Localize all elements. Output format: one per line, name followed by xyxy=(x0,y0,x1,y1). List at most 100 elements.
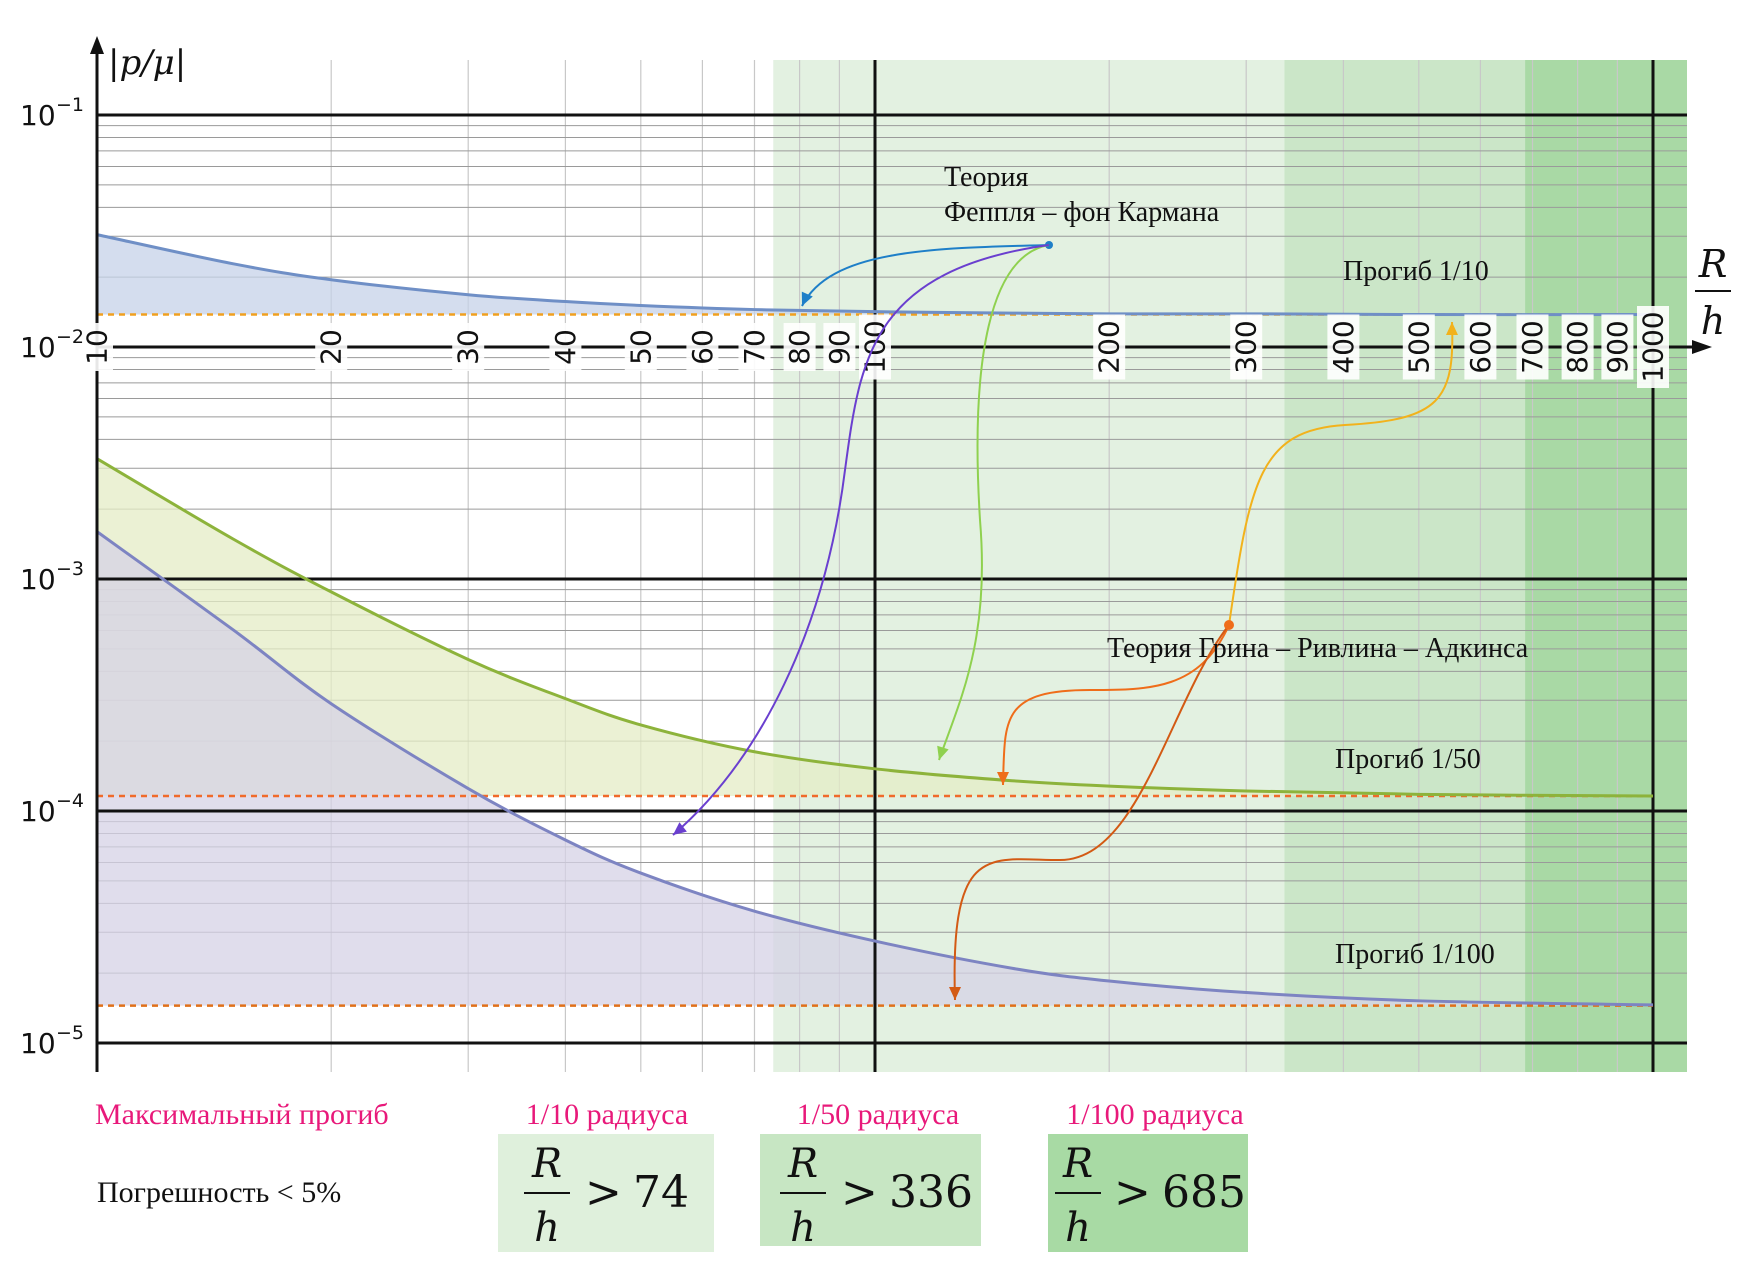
arrow-gra-1-10 xyxy=(1228,321,1454,626)
x-tick-label: 10 xyxy=(81,329,114,365)
summary-box-1-10: 1/10 радиуса R h > 74 xyxy=(498,1098,714,1252)
summary-box-rel: > xyxy=(1114,1167,1151,1218)
x-tick-bg xyxy=(1464,314,1497,380)
deflection-label-1-50: Прогиб 1/50 xyxy=(1335,744,1481,775)
arrow-gra-1-50 xyxy=(1002,624,1230,786)
fk-theory-label-line1: Теория xyxy=(944,162,1028,193)
series-fill-0 xyxy=(97,234,1653,315)
grid xyxy=(96,60,1687,1072)
summary-box-value: 336 xyxy=(889,1167,973,1218)
x-tick-bg xyxy=(452,323,485,371)
summary-box-1-100: 1/100 радиуса R h > 685 xyxy=(1048,1098,1248,1252)
chart-labels: Теория Феппля – фон Кармана Теория Грина… xyxy=(944,162,1529,970)
summary-box-den: h xyxy=(534,1205,560,1251)
x-axis-arrow xyxy=(1692,340,1712,354)
x-tick-label: 70 xyxy=(738,329,771,365)
x-tick-label: 700 xyxy=(1516,320,1549,373)
summary-box-den: h xyxy=(790,1205,816,1251)
y-tick-label-base: 10 xyxy=(20,563,56,596)
decade-lines xyxy=(97,60,1687,1072)
arrow-gra-1-10-head xyxy=(1446,322,1458,335)
arrow-fk-1-100-head xyxy=(673,822,687,835)
arrow-fk-1-10 xyxy=(801,244,1050,307)
x-tick-bg xyxy=(1516,314,1549,380)
arrows xyxy=(672,241,1458,1001)
x-tick-label: 40 xyxy=(549,329,582,365)
x-tick-label: 50 xyxy=(624,329,657,365)
y-tick-label-exp: −4 xyxy=(56,790,84,812)
summary-box-bg xyxy=(760,1134,981,1246)
gra-origin-dot xyxy=(1224,620,1234,630)
x-tick-label: 600 xyxy=(1464,320,1497,373)
x-tick-bg xyxy=(783,323,816,371)
arrow-gra-1-100 xyxy=(953,624,1230,1001)
arrow-fk-1-50-head xyxy=(937,745,949,760)
y-tick-label-exp: −3 xyxy=(56,558,84,580)
y-tick-label-base: 10 xyxy=(20,1027,56,1060)
summary-box-1-50: 1/50 радиуса R h > 336 xyxy=(760,1098,981,1251)
x-tick-label: 80 xyxy=(783,329,816,365)
fk-curves xyxy=(96,233,1654,1007)
summary-box-rel: > xyxy=(585,1167,622,1218)
x-tick-bg xyxy=(81,323,113,371)
arrow-gra-1-50-head xyxy=(997,772,1009,785)
summary-box-value: 685 xyxy=(1162,1167,1246,1218)
y-tick-label-exp: −5 xyxy=(56,1022,84,1044)
y-tick-label-exp: −1 xyxy=(56,94,84,116)
x-tick-label: 200 xyxy=(1093,320,1126,373)
x-tick-bg xyxy=(315,323,348,371)
x-tick-bg xyxy=(738,323,771,371)
x-tick-label: 300 xyxy=(1230,320,1263,373)
summary-box-value: 74 xyxy=(633,1167,689,1218)
y-tick-label-base: 10 xyxy=(20,331,56,364)
summary-box-rel: > xyxy=(841,1167,878,1218)
axis-labels: |p/μ| R h xyxy=(108,43,1731,343)
fk-curve-1-100 xyxy=(96,530,1654,1007)
x-tick-labels: 10 20 30 40 50 60 70 80 90 100 200 300 400 500 600 700 8… xyxy=(81,306,1670,388)
shaded-regions xyxy=(773,60,1687,1072)
fk-curve-1-10 xyxy=(96,233,1654,317)
x-tick-bg xyxy=(1093,314,1126,380)
y-axis-arrow xyxy=(90,36,104,54)
x-axis-label-numerator: R xyxy=(1698,242,1728,286)
summary-table: Максимальный прогиб Погрешность < 5% 1/1… xyxy=(95,1098,1248,1252)
x-tick-bg xyxy=(1601,314,1634,380)
summary-box-header: 1/100 радиуса xyxy=(1066,1098,1243,1131)
summary-box-header: 1/10 радиуса xyxy=(526,1098,688,1131)
x-tick-label: 90 xyxy=(823,329,856,365)
fk-theory-label-line2: Феппля – фон Кармана xyxy=(944,197,1220,228)
summary-box-den: h xyxy=(1065,1205,1091,1251)
max-deflection-label: Максимальный прогиб xyxy=(95,1098,389,1131)
x-axis-label-denominator: h xyxy=(1701,299,1725,343)
y-tick-label-exp: −2 xyxy=(56,326,84,348)
shaded-region-2 xyxy=(1525,60,1687,1072)
gra-theory-label: Теория Грина – Ривлина – Адкинса xyxy=(1107,633,1529,664)
summary-box-header: 1/50 радиуса xyxy=(797,1098,959,1131)
series-fills xyxy=(97,234,1653,1006)
arrow-fk-1-10-head xyxy=(801,291,813,306)
y-tick-label-base: 10 xyxy=(20,99,56,132)
axes xyxy=(90,36,1712,1072)
x-tick-bg xyxy=(1561,314,1594,380)
x-tick-bg xyxy=(686,323,719,371)
x-tick-label: 400 xyxy=(1327,320,1360,373)
deflection-label-1-100: Прогиб 1/100 xyxy=(1335,939,1495,970)
x-tick-bg xyxy=(1637,306,1669,388)
x-tick-label: 100 xyxy=(859,320,892,373)
x-tick-label: 800 xyxy=(1561,320,1594,373)
summary-box-num: R xyxy=(531,1141,562,1187)
series-fill-2 xyxy=(97,531,1653,1006)
x-tick-bg xyxy=(1402,314,1435,380)
y-tick-labels: 10−110−210−310−410−5 xyxy=(20,94,84,1060)
y-axis-label: |p/μ| xyxy=(108,43,186,83)
fk-curve-1-50 xyxy=(96,457,1654,798)
arrow-gra-1-100-head xyxy=(949,987,961,1000)
x-tick-bg xyxy=(1327,314,1360,380)
error-label: Погрешность < 5% xyxy=(97,1176,341,1209)
x-tick-label: 60 xyxy=(686,329,719,365)
x-tick-bg xyxy=(549,323,582,371)
x-tick-label: 500 xyxy=(1402,320,1435,373)
x-tick-label: 30 xyxy=(452,329,485,365)
y-tick-label-base: 10 xyxy=(20,795,56,828)
